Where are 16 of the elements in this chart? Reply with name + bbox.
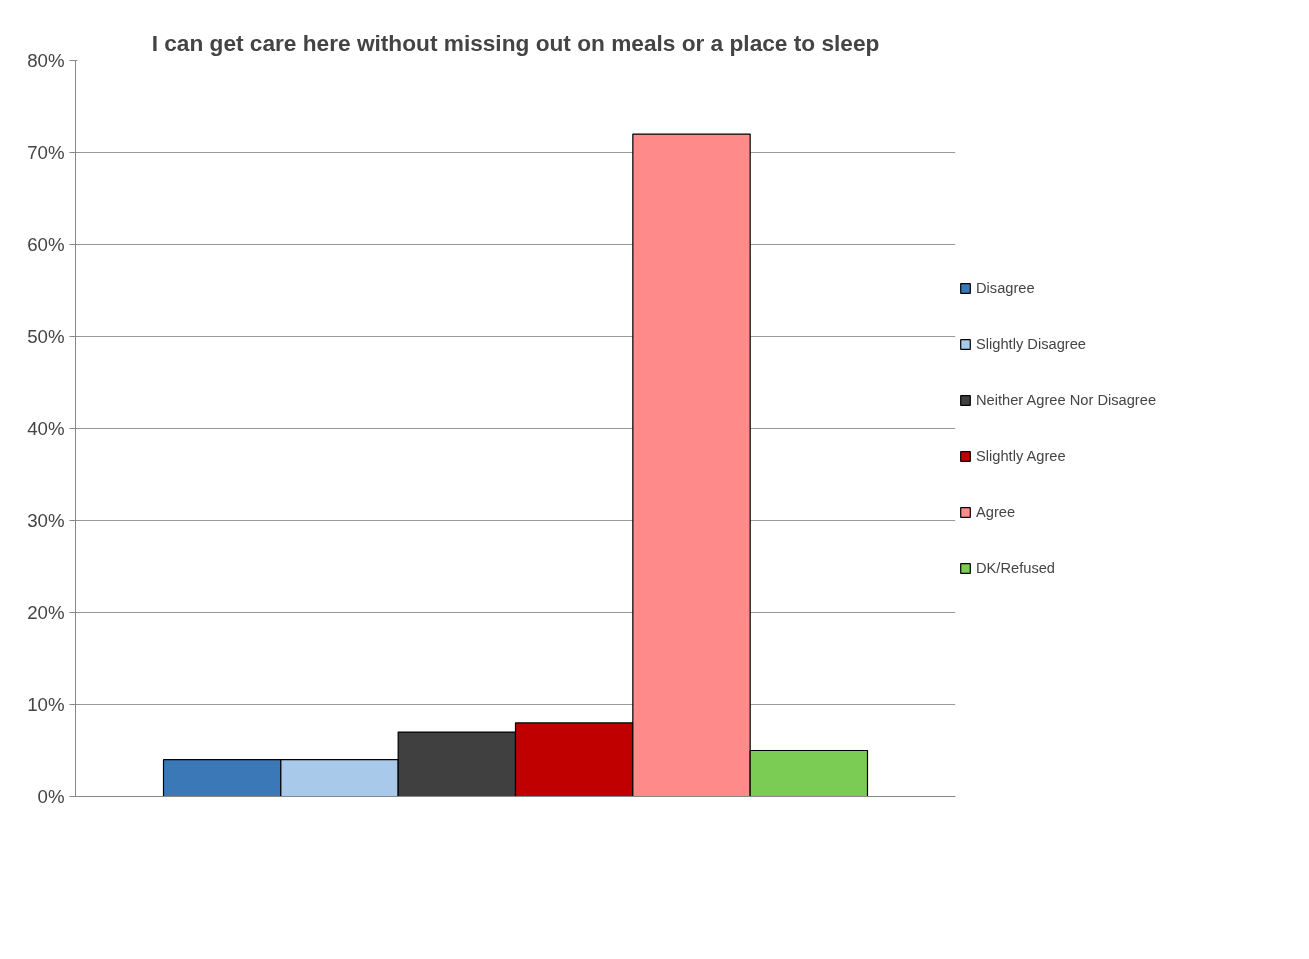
y-tick-label: 30% [27, 510, 65, 531]
legend-label: DK/Refused [976, 560, 1056, 576]
y-tick-label: 70% [27, 142, 65, 163]
y-tick-label: 80% [27, 50, 65, 71]
chart-title: I can get care here without missing out on meals or a place to sleep [151, 29, 880, 56]
y-tick-label: 50% [27, 326, 65, 347]
y-tick-label: 60% [27, 234, 65, 255]
y-tick-label: 0% [37, 786, 65, 807]
legend-label: Slightly Agree [976, 448, 1066, 464]
y-tick-label: 40% [27, 418, 65, 439]
legend-label: Agree [976, 504, 1016, 520]
legend-label: Disagree [976, 280, 1035, 296]
legend-label: Neither Agree Nor Disagree [976, 392, 1157, 408]
y-tick-label: 20% [27, 602, 65, 623]
legend-label: Slightly Disagree [976, 336, 1086, 352]
y-tick-label: 10% [27, 694, 65, 715]
